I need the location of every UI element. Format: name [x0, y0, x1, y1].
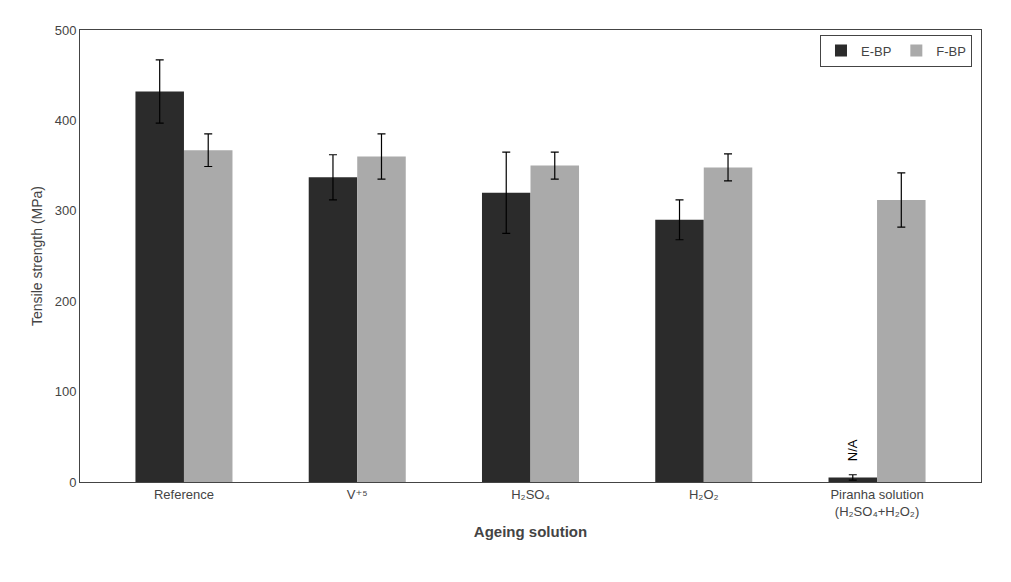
svg-text:H₂O₂: H₂O₂: [689, 487, 719, 502]
svg-text:Ageing solution: Ageing solution: [474, 523, 587, 540]
svg-text:200: 200: [55, 294, 77, 309]
svg-text:Reference: Reference: [154, 487, 214, 502]
svg-text:V⁺⁵: V⁺⁵: [347, 487, 368, 502]
svg-text:Piranha solution(H₂SO₄+H₂O₂): Piranha solution(H₂SO₄+H₂O₂): [830, 487, 923, 519]
svg-text:E-BP: E-BP: [861, 44, 891, 59]
svg-text:N/A: N/A: [845, 439, 860, 461]
svg-text:100: 100: [55, 384, 77, 399]
svg-text:300: 300: [55, 203, 77, 218]
svg-text:F-BP: F-BP: [936, 44, 966, 59]
svg-text:0: 0: [69, 475, 76, 490]
svg-text:H₂SO₄: H₂SO₄: [511, 487, 550, 502]
svg-text:400: 400: [55, 113, 77, 128]
svg-text:Tensile strength (MPa): Tensile strength (MPa): [29, 186, 45, 326]
svg-text:500: 500: [55, 23, 77, 38]
